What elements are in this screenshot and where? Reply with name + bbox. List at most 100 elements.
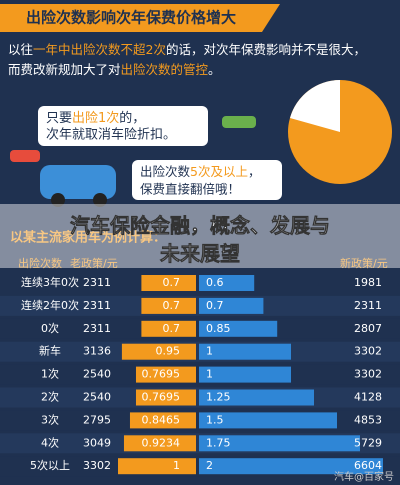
- row-label: 0次: [41, 321, 59, 335]
- highlight: 一年中出险次数不超2次: [33, 42, 166, 57]
- new-coef: 1: [206, 345, 213, 358]
- highlight: 出险次数的管控: [121, 62, 209, 77]
- header-title: 出险次数影响次年保费价格增大: [26, 9, 236, 27]
- new-coef-bar: [199, 343, 291, 360]
- speech-bubble: [132, 160, 282, 200]
- old-price: 2540: [83, 391, 111, 404]
- old-coef: 0.95: [156, 345, 181, 358]
- old-coef-bar: [135, 366, 196, 383]
- intro-line: 以往一年中出险次数不超2次的话，对次年保费影响并不是很大，: [8, 42, 366, 57]
- row-label: 连续3年0次: [21, 275, 79, 289]
- header-band: [0, 4, 262, 32]
- old-coef: 0.9234: [142, 436, 181, 449]
- new-coef-bar: [199, 320, 278, 337]
- new-price: 1981: [354, 276, 382, 289]
- new-coef: 0.6: [206, 276, 224, 289]
- old-coef: 0.7695: [142, 368, 181, 381]
- old-coef-bar: [141, 275, 196, 291]
- overlay-title: 未来展望: [160, 242, 240, 266]
- old-coef: 0.7: [163, 299, 181, 312]
- new-coef: 0.7: [206, 299, 224, 312]
- text: ，: [248, 164, 261, 179]
- new-price: 2311: [354, 299, 382, 312]
- bubble-text: 只要出险1次的，: [46, 110, 145, 126]
- old-price: 3302: [83, 459, 111, 472]
- old-price: 2540: [83, 368, 111, 381]
- new-price: 2807: [354, 322, 382, 335]
- row-label: 4次: [41, 435, 59, 449]
- bubble-text: 出险次数5次及以上，: [140, 164, 260, 179]
- old-coef-bar: [123, 435, 196, 452]
- old-coef-bar: [141, 320, 196, 337]
- row-label: 连续2年0次: [21, 298, 79, 312]
- text: 而费改新规加大了对: [8, 62, 121, 77]
- old-coef: 0.7: [163, 276, 181, 289]
- row-label: 新车: [39, 344, 61, 358]
- pie-icon-slice: [290, 80, 340, 132]
- text: 。: [208, 62, 221, 77]
- text: 的，: [119, 110, 145, 126]
- new-coef-bar: [199, 297, 264, 314]
- car-icon: [222, 116, 256, 128]
- new-price: 5729: [354, 436, 382, 449]
- new-coef-bar: [199, 389, 314, 406]
- new-coef-bar: [199, 412, 337, 429]
- watermark: 汽车@百家号: [334, 470, 394, 483]
- old-price: 3049: [83, 436, 111, 449]
- highlight: 出险1次: [72, 110, 119, 126]
- old-coef-bar: [135, 389, 196, 406]
- old-coef-bar: [141, 297, 196, 314]
- row-label: 3次: [41, 412, 59, 426]
- text: 以往: [8, 42, 33, 57]
- text: 只要: [46, 111, 72, 126]
- old-price: 2795: [83, 413, 111, 426]
- overlay-title: 汽车保险金融，概念、发展与: [70, 214, 330, 238]
- speech-bubble: [38, 106, 208, 146]
- column-header: 新政策/元: [340, 256, 388, 270]
- car-icon: [10, 150, 40, 162]
- new-coef: 1: [206, 368, 213, 381]
- new-coef: 1.25: [206, 391, 231, 404]
- new-price: 4128: [354, 391, 382, 404]
- new-price: 3302: [354, 345, 382, 358]
- new-price: 6604: [354, 459, 382, 472]
- old-coef: 0.7: [163, 322, 181, 335]
- old-coef-bar: [118, 458, 196, 475]
- old-price: 3136: [83, 345, 111, 358]
- table-caption: 以某主流家用车为例计算：: [10, 230, 166, 246]
- new-coef-bar: [199, 366, 291, 383]
- car-icon: [40, 165, 116, 199]
- row-label: 1次: [41, 367, 59, 381]
- old-coef: 0.8465: [142, 413, 181, 426]
- new-coef: 0.85: [206, 322, 231, 335]
- new-price: 4853: [354, 413, 382, 426]
- column-header: 老政策/元: [70, 256, 118, 270]
- highlight: 5次及以上: [190, 164, 248, 179]
- old-price: 2311: [83, 276, 111, 289]
- new-coef-bar: [199, 458, 383, 475]
- new-coef-bar: [199, 275, 255, 291]
- new-price: 3302: [354, 368, 382, 381]
- column-header: 出险次数: [18, 256, 62, 270]
- table-rows: 连续3年0次 2311 0.7 0.6 1981 连续2年0次 2311 0.7 0.7 2311…: [0, 273, 400, 477]
- old-coef-bar: [129, 412, 196, 429]
- old-coef: 0.7695: [142, 391, 181, 404]
- intro-line: 而费改新规加大了对出险次数的管控。: [8, 62, 221, 77]
- old-price: 2311: [83, 299, 111, 312]
- new-coef: 1.75: [206, 436, 231, 449]
- wheel: [93, 193, 107, 207]
- old-price: 2311: [83, 322, 111, 335]
- overlay-band: [0, 204, 400, 268]
- old-coef-bar: [121, 343, 196, 360]
- row-label: 2次: [41, 390, 59, 404]
- new-coef: 1.5: [206, 413, 224, 426]
- new-coef: 2: [206, 459, 213, 472]
- text: 出险次数: [140, 164, 191, 179]
- row-label: 5次以上: [30, 458, 70, 472]
- bubble-text: 次年就取消车险折扣。: [46, 127, 176, 143]
- text: 的话，对次年保费影响并不是很大，: [166, 42, 366, 57]
- bubble-text: 保费直接翻倍哦！: [140, 182, 240, 197]
- wheel: [51, 193, 65, 207]
- old-coef: 1: [173, 459, 180, 472]
